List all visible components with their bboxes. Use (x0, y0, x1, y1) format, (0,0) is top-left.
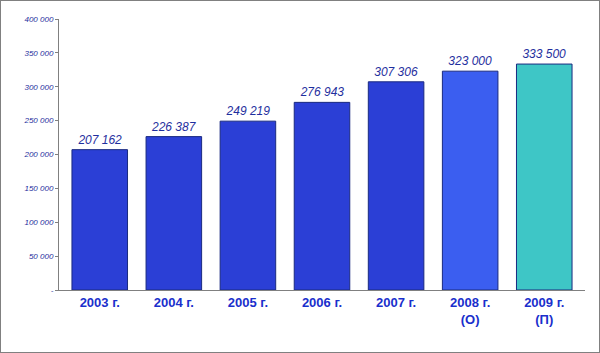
svg-text:2006 г.: 2006 г. (302, 295, 342, 310)
svg-text:333 500: 333 500 (522, 47, 566, 61)
svg-text:226 387: 226 387 (151, 120, 197, 134)
svg-text:323 000: 323 000 (448, 54, 492, 68)
svg-text:2005 г.: 2005 г. (228, 295, 268, 310)
svg-text:207 162: 207 162 (77, 133, 122, 147)
svg-text:2007 г.: 2007 г. (376, 295, 416, 310)
svg-text:350 000: 350 000 (24, 49, 53, 58)
svg-text:2008 г.(О): 2008 г.(О) (450, 295, 490, 327)
svg-text:400 000: 400 000 (24, 15, 53, 24)
svg-text:150 000: 150 000 (24, 184, 53, 193)
svg-text:300 000: 300 000 (24, 83, 53, 92)
svg-text:100 000: 100 000 (24, 218, 53, 227)
svg-text:-: - (51, 286, 54, 295)
svg-text:2004 г.: 2004 г. (154, 295, 194, 310)
svg-text:2003 г.: 2003 г. (80, 295, 120, 310)
svg-text:276 943: 276 943 (300, 85, 345, 99)
svg-text:249 219: 249 219 (226, 104, 271, 118)
svg-text:200 000: 200 000 (23, 150, 53, 159)
svg-text:2009 г.(П): 2009 г.(П) (524, 295, 564, 327)
svg-text:250 000: 250 000 (23, 116, 53, 125)
svg-text:307 306: 307 306 (374, 65, 418, 79)
svg-text:50 000: 50 000 (29, 252, 54, 261)
